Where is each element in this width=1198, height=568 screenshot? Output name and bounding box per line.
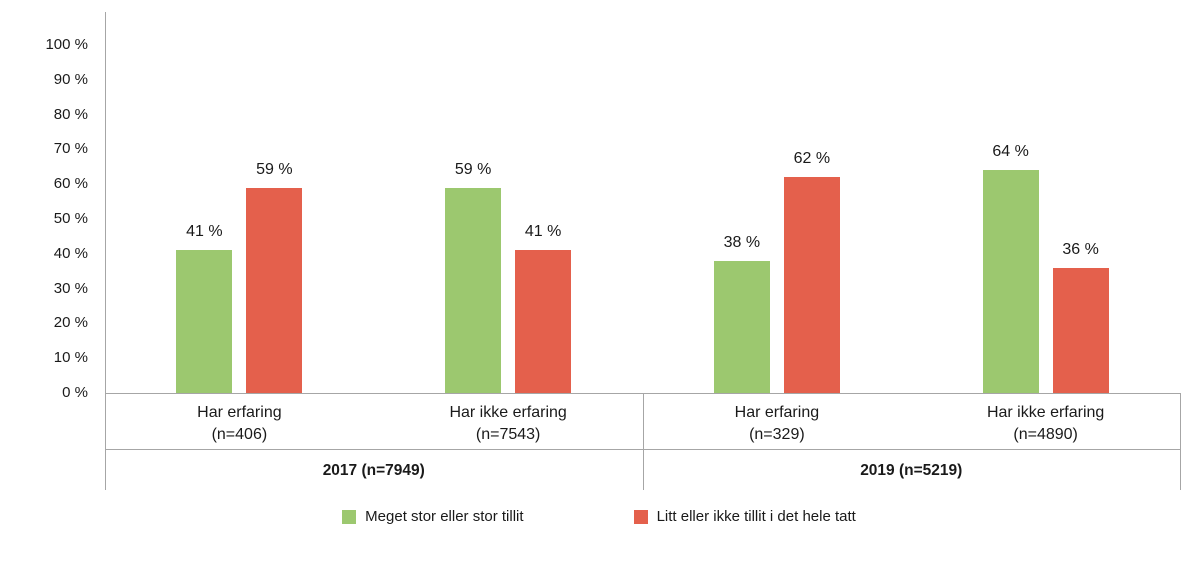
bar-value-label: 64 % bbox=[992, 143, 1029, 161]
bar-value-label: 41 % bbox=[186, 223, 223, 241]
group-label: 2017 (n=7949) bbox=[322, 462, 425, 479]
y-axis-tick-label: 80 % bbox=[53, 105, 88, 123]
y-axis-tick-label: 70 % bbox=[53, 140, 88, 158]
category-label-line1: Har ikke erfaring bbox=[986, 404, 1105, 421]
category-label-line1: Har ikke erfaring bbox=[449, 404, 567, 421]
bar-series-red bbox=[515, 250, 572, 393]
category-label-line1: Har erfaring bbox=[734, 404, 820, 421]
y-axis-tick-label: 100 % bbox=[45, 36, 88, 53]
y-axis-line bbox=[105, 12, 106, 490]
legend-item: Meget stor eller stor tillit bbox=[342, 508, 524, 525]
bar-series-red bbox=[246, 187, 303, 393]
bar-value-label: 41 % bbox=[524, 223, 562, 241]
category-label-line1: Har erfaring bbox=[197, 404, 282, 421]
category-label: Har ikke erfaring (n=4890) bbox=[987, 402, 1104, 446]
bar-value-label: 59 % bbox=[454, 160, 492, 178]
legend-label: Litt eller ikke tillit i det hele tatt bbox=[656, 508, 856, 525]
bar-series-green bbox=[982, 170, 1039, 393]
category-label: Har erfaring (n=406) bbox=[197, 402, 281, 446]
bar-series-green bbox=[713, 260, 770, 393]
y-axis-tick-label: 40 % bbox=[53, 244, 88, 262]
right-edge-divider-line bbox=[1180, 393, 1181, 490]
category-label: Har ikke erfaring (n=7543) bbox=[449, 402, 566, 446]
y-axis-tick-label: 50 % bbox=[53, 210, 88, 227]
category-label-line2: (n=4890) bbox=[1013, 426, 1078, 443]
legend-label: Meget stor eller stor tillit bbox=[365, 508, 524, 525]
bar-series-red bbox=[783, 177, 840, 393]
y-axis-tick-label: 0 % bbox=[62, 384, 88, 401]
legend-item: Litt eller ikke tillit i det hele tatt bbox=[633, 508, 856, 525]
bar-value-label: 38 % bbox=[723, 233, 761, 251]
bar-series-green bbox=[176, 250, 233, 393]
y-axis-tick-label: 20 % bbox=[53, 314, 88, 332]
y-axis-tick-label: 90 % bbox=[53, 70, 88, 88]
category-label-line2: (n=7543) bbox=[475, 426, 541, 443]
y-axis-tick-label: 60 % bbox=[53, 175, 88, 193]
category-label-line2: (n=406) bbox=[211, 426, 268, 443]
y-axis-tick-label: 10 % bbox=[53, 349, 88, 367]
bar-series-green bbox=[445, 187, 502, 393]
legend: Meget stor eller stor tillit Litt eller i… bbox=[0, 508, 1198, 525]
category-label-line2: (n=329) bbox=[749, 426, 805, 443]
bar-value-label: 36 % bbox=[1062, 240, 1099, 258]
y-axis-tick-label: 30 % bbox=[53, 279, 88, 297]
category-label: Har erfaring (n=329) bbox=[735, 402, 819, 446]
group-divider-line bbox=[642, 393, 644, 490]
group-label: 2019 (n=5219) bbox=[860, 462, 963, 479]
legend-swatch-icon bbox=[633, 509, 648, 524]
legend-swatch-icon bbox=[342, 509, 357, 524]
bar-series-red bbox=[1052, 267, 1109, 393]
bar-value-label: 59 % bbox=[256, 160, 293, 178]
bar-value-label: 62 % bbox=[793, 150, 831, 168]
